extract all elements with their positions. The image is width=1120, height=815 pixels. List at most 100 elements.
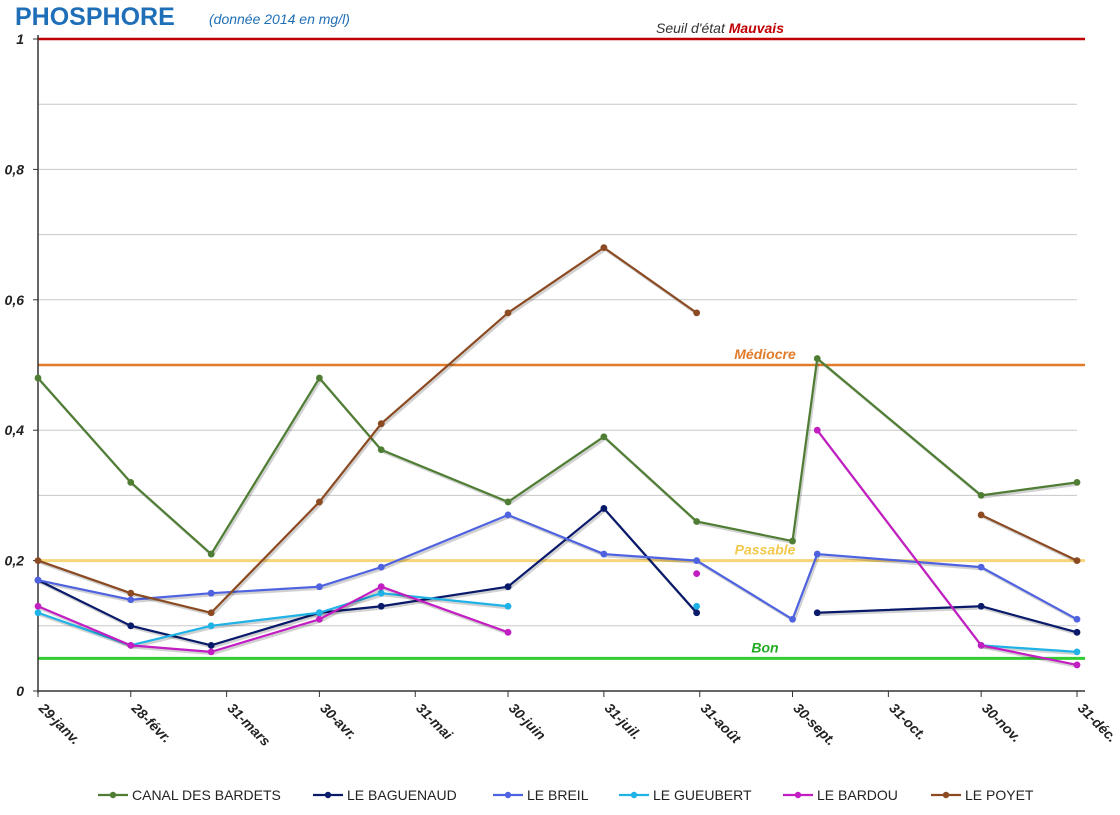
data-point xyxy=(377,563,385,571)
x-tick-label: 31-août xyxy=(698,700,745,747)
y-tick-label: 0,6 xyxy=(5,292,25,308)
axes: 0 0,2 0,4 0,6 0,8 1 29-janv. 28-févr. 31-mars 30-… xyxy=(5,31,1120,749)
data-point xyxy=(34,374,42,382)
data-point xyxy=(207,648,215,656)
data-point xyxy=(504,498,512,506)
series-le-baguenaud xyxy=(34,505,1081,649)
data-series xyxy=(34,244,1081,669)
chart-subtitle: (donnée 2014 en mg/l) xyxy=(209,11,350,27)
data-point xyxy=(127,589,135,597)
data-point xyxy=(127,596,135,604)
legend: CANAL DES BARDETS LE BAGUENAUD LE BREIL LE … xyxy=(98,787,1034,803)
data-point xyxy=(34,576,42,584)
threshold-label-value: Passable xyxy=(735,542,796,558)
legend-label: LE BARDOU xyxy=(817,787,898,803)
legend-swatch-marker xyxy=(109,791,117,799)
data-point xyxy=(34,557,42,564)
data-point xyxy=(377,602,385,610)
data-point xyxy=(977,641,985,649)
data-point xyxy=(789,615,796,623)
series-line-shadow xyxy=(39,587,510,656)
series-line xyxy=(980,513,1078,562)
legend-swatch-marker xyxy=(794,791,802,799)
data-point xyxy=(1073,648,1081,656)
legend-swatch-marker xyxy=(504,791,512,799)
x-tick-label: 31-oct. xyxy=(886,700,929,743)
series-line xyxy=(981,644,1078,653)
data-point xyxy=(693,609,701,617)
data-point xyxy=(813,426,821,434)
data-point xyxy=(127,641,135,649)
data-point xyxy=(693,557,701,564)
data-point xyxy=(377,446,385,454)
data-point xyxy=(207,550,215,558)
data-point xyxy=(34,609,42,617)
legend-label: LE GUEUBERT xyxy=(653,787,752,803)
series-line-shadow xyxy=(38,359,1079,558)
data-point xyxy=(693,309,701,317)
data-point xyxy=(1073,615,1081,623)
series-line-shadow xyxy=(38,509,700,649)
chart-title: PHOSPHORE xyxy=(15,3,175,31)
threshold-label-value: Bon xyxy=(751,639,778,655)
data-point xyxy=(977,511,985,519)
data-point xyxy=(813,550,821,558)
series-canal-des-bardets xyxy=(34,355,1081,558)
data-point xyxy=(789,537,796,545)
legend-label: CANAL DES BARDETS xyxy=(132,787,281,803)
data-point xyxy=(207,589,215,597)
x-tick-label: 31-mai xyxy=(413,700,456,743)
threshold-label: Médiocre xyxy=(734,346,796,362)
data-point xyxy=(315,374,323,382)
x-tick-label: 28-févr. xyxy=(128,699,175,746)
series-le-breil xyxy=(34,511,1081,623)
y-tick-label: 0,2 xyxy=(5,553,25,569)
data-point xyxy=(813,355,821,362)
threshold-label: Passable xyxy=(735,542,796,558)
data-point xyxy=(315,583,323,591)
data-point xyxy=(600,244,608,252)
data-point xyxy=(127,478,135,486)
data-point xyxy=(813,609,821,617)
data-point xyxy=(977,563,985,571)
series-le-bardou xyxy=(34,426,1081,669)
data-point xyxy=(693,518,701,525)
series-line xyxy=(37,507,698,647)
threshold-label: Bon xyxy=(751,639,778,655)
data-point xyxy=(977,602,985,610)
legend-label: LE BAGUENAUD xyxy=(347,787,457,803)
legend-swatch-marker xyxy=(324,791,332,799)
data-point xyxy=(504,309,512,317)
series-line-shadow xyxy=(982,515,1080,564)
series-line-shadow xyxy=(39,248,699,617)
series-line xyxy=(37,585,509,653)
data-point xyxy=(377,583,385,591)
legend-swatch-marker xyxy=(630,791,638,799)
threshold-label-value: Mauvais xyxy=(729,20,784,36)
series-line xyxy=(37,513,1078,621)
threshold-label-prefix: Seuil d'état xyxy=(656,20,729,36)
y-tick-label: 0,8 xyxy=(5,161,25,177)
data-point xyxy=(34,602,42,610)
data-point xyxy=(693,602,701,610)
data-point xyxy=(1073,661,1081,669)
y-tick-label: 1 xyxy=(16,31,24,47)
series-le-gueubert xyxy=(34,589,1081,656)
y-tick-label: 0,4 xyxy=(5,422,25,438)
series-line-shadow xyxy=(39,515,1080,623)
threshold-label-value: Médiocre xyxy=(734,346,796,362)
series-line xyxy=(37,357,1078,556)
data-point xyxy=(207,641,215,649)
series-le-poyet xyxy=(34,244,1081,617)
data-point xyxy=(504,628,512,636)
data-point xyxy=(693,570,701,578)
data-point xyxy=(207,622,215,630)
data-point xyxy=(315,498,323,506)
x-tick-label: 31-juil. xyxy=(602,700,645,743)
data-point xyxy=(315,615,323,623)
data-point xyxy=(377,589,385,597)
threshold-lines: Seuil d'état Mauvais Médiocre Passable Bon xyxy=(38,20,1085,660)
threshold-label: Seuil d'état Mauvais xyxy=(656,20,784,36)
